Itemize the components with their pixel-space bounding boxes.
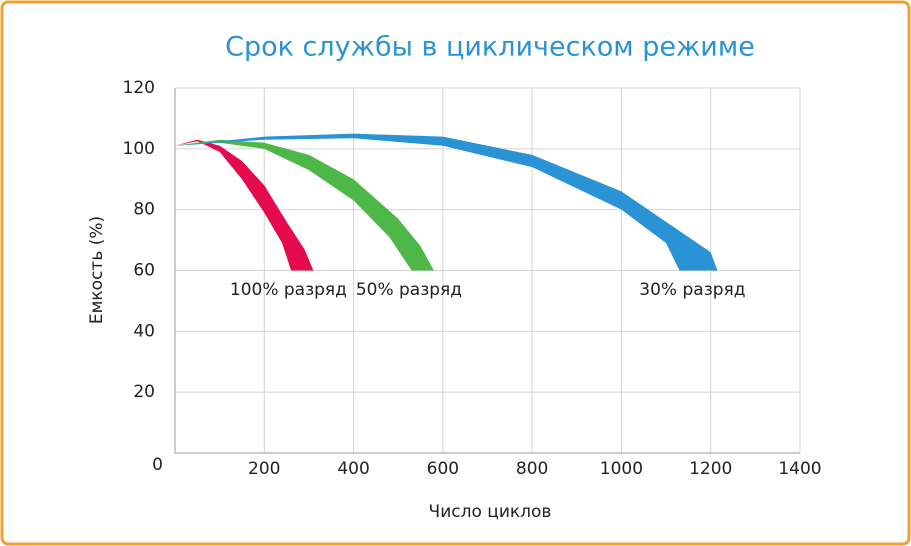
- y-tick-label: 40: [133, 321, 155, 341]
- y-tick-label: 20: [133, 382, 155, 402]
- band: [175, 139, 434, 271]
- x-tick-label: 1000: [600, 459, 643, 479]
- y-tick-label: 100: [123, 139, 155, 159]
- x-tick-label: 600: [427, 459, 459, 479]
- band: [175, 133, 718, 271]
- y-tick-label: 60: [133, 261, 155, 281]
- series-label: 30% разряд: [639, 280, 745, 300]
- series-label: 100% разряд: [230, 280, 347, 300]
- series-label: 50% разряд: [356, 280, 462, 300]
- y-tick-label: 120: [123, 78, 155, 98]
- x-axis-title: Число циклов: [429, 502, 552, 522]
- x-tick-label: 800: [516, 459, 548, 479]
- x-tick-label: 200: [248, 459, 280, 479]
- y-axis-title: Емкость (%): [87, 216, 107, 324]
- x-tick-label: 400: [337, 459, 369, 479]
- band: [175, 139, 314, 271]
- x-tick-label: 1200: [689, 459, 732, 479]
- y-tick-label: 80: [133, 200, 155, 220]
- chart-title: Срок службы в циклическом режиме: [225, 32, 755, 63]
- x-tick-label: 1400: [778, 459, 821, 479]
- y-tick-label: 0: [152, 455, 163, 475]
